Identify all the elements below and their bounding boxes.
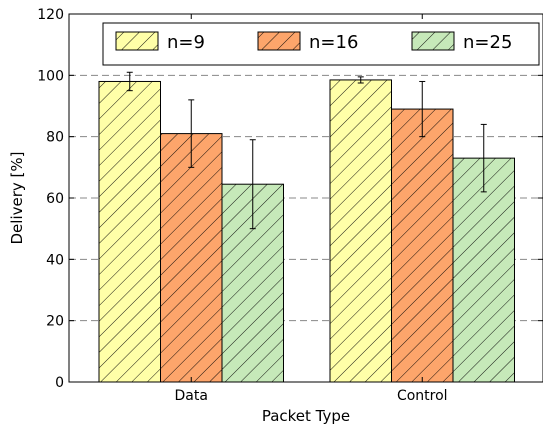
legend-swatch-hatch [411,31,455,51]
y-tick-label: 100 [37,68,64,84]
error-bars [126,71,487,230]
y-axis-ticks: 0 20 40 60 80 100 120 [37,7,543,391]
y-tick-label: 80 [46,130,64,146]
bar-hatch-n-16-data [160,133,223,383]
legend-swatch-hatch [115,31,159,51]
legend-box [102,22,540,66]
x-tick-label-control: Control [397,388,448,404]
legend: n=9 n=16 n=25 [102,22,540,66]
x-axis-ticks: Data Control [175,14,448,404]
legend-label-n-16: n=16 [309,32,358,53]
y-tick-label: 0 [55,375,64,391]
bar-hatch-n-25-control [452,157,515,383]
y-tick-label: 120 [37,7,64,23]
x-tick-label-data: Data [175,388,208,404]
bar-hatch-n-9-control [329,79,392,383]
y-tick-label: 40 [46,252,64,268]
y-axis-label: Delivery [%] [8,152,26,245]
bar-hatch-n-16-control [391,108,454,383]
x-axis-label: Packet Type [262,407,350,425]
y-tick-label: 20 [46,314,64,330]
legend-label-n-9: n=9 [167,32,205,53]
bars [98,79,515,383]
legend-label-n-25: n=25 [463,32,512,53]
y-tick-label: 60 [46,191,64,207]
bar-hatch-n-9-data [98,80,161,383]
legend-swatch-hatch [257,31,301,51]
